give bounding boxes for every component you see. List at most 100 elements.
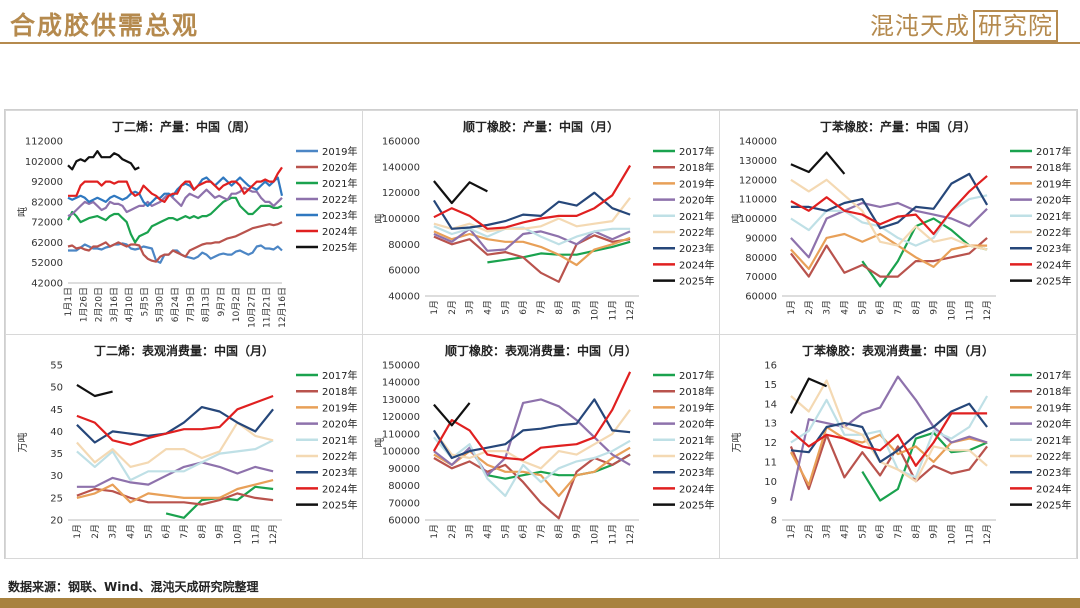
chart-panel-1: 顺丁橡胶：产量：中国（月） 40000 60000 80000 100000 120000… <box>362 110 720 335</box>
y-tick-label: 100000 <box>382 214 420 225</box>
legend-label: 2019年 <box>1036 177 1071 190</box>
y-tick-label: 15 <box>764 380 777 391</box>
legend-label: 2022年 <box>322 193 357 206</box>
legend-label: 2018年 <box>322 385 357 398</box>
y-tick-label: 35 <box>50 449 63 460</box>
x-tick-label: 1月 <box>429 524 440 539</box>
y-tick-label: 50 <box>50 383 63 394</box>
series-line <box>76 383 113 398</box>
brand-logo: 混沌天成 研究院 <box>870 6 1058 42</box>
legend-label: 2023年 <box>679 242 714 255</box>
series-line <box>433 436 631 497</box>
y-tick-label: 10 <box>764 477 777 488</box>
page-title: 合成胶供需总观 <box>10 11 200 40</box>
x-tick-label: 7月 <box>536 300 547 315</box>
y-tick-label: 25 <box>50 493 63 504</box>
legend-label: 2022年 <box>679 226 714 239</box>
x-tick-label: 3月16日 <box>109 287 120 322</box>
y-tick-label: 60000 <box>745 292 777 303</box>
x-tick-label: 9月 <box>572 524 583 539</box>
legend-label: 2020年 <box>679 194 714 207</box>
legend-label: 2017年 <box>1036 145 1071 158</box>
series-line <box>790 412 988 467</box>
y-tick-label: 120000 <box>739 175 777 186</box>
chart-panel-2: 丁苯橡胶：产量：中国（月） 60000 70000 80000 90000 100000 1… <box>719 110 1077 335</box>
y-tick-label: 8 <box>771 516 777 527</box>
legend-label: 2022年 <box>1036 226 1071 239</box>
x-tick-label: 12月16日 <box>277 287 288 328</box>
legend-label: 2023年 <box>322 209 357 222</box>
y-tick-label: 16 <box>764 361 777 372</box>
x-tick-label: 12月 <box>982 524 993 544</box>
y-tick-label: 13 <box>764 419 777 430</box>
series-line <box>433 453 631 520</box>
y-tick-label: 80000 <box>745 253 777 264</box>
legend-label: 2024年 <box>322 225 357 238</box>
x-tick-label: 10月 <box>946 300 957 320</box>
y-tick-label: 82000 <box>31 197 63 208</box>
x-tick-label: 8月 <box>554 524 565 539</box>
series-line <box>790 232 988 270</box>
chart-3: 丁二烯：表观消费量：中国（月） 20 25 30 35 40 45 50 55 万吨 1月 2月 3月 4… <box>16 343 357 544</box>
series-line <box>67 221 283 263</box>
y-axis-label: 吨 <box>730 214 743 224</box>
x-tick-label: 10月 <box>589 300 600 320</box>
series-line <box>789 433 988 491</box>
x-tick-label: 1月 <box>786 524 797 539</box>
legend-label: 2023年 <box>322 466 357 479</box>
y-tick-label: 30 <box>50 471 63 482</box>
chart-title: 丁二烯：产量：中国（周） <box>112 119 256 134</box>
series-line <box>790 172 989 230</box>
y-tick-label: 72000 <box>31 218 63 229</box>
series-line <box>790 151 846 175</box>
y-tick-label: 130000 <box>739 156 777 167</box>
chart-title: 丁二烯：表观消费量：中国（月） <box>94 343 274 358</box>
x-tick-label: 5月 <box>857 524 868 539</box>
chart-title: 顺丁橡胶：表观消费量：中国（月） <box>445 343 637 358</box>
legend-label: 2025年 <box>1036 275 1071 288</box>
x-tick-label: 10月 <box>589 524 600 544</box>
y-tick-label: 150000 <box>382 361 420 372</box>
chart-panel-4: 顺丁橡胶：表观消费量：中国（月） 60000 70000 80000 90000 1000… <box>362 334 720 559</box>
legend-label: 2019年 <box>322 401 357 414</box>
y-tick-label: 60000 <box>388 516 420 527</box>
x-tick-label: 12月 <box>268 524 279 544</box>
x-tick-label: 11月21日 <box>262 287 273 328</box>
series-line <box>76 487 274 506</box>
y-tick-label: 80000 <box>388 240 420 251</box>
y-tick-label: 102000 <box>25 157 63 168</box>
legend-label: 2019年 <box>679 401 714 414</box>
series-line <box>433 164 632 230</box>
legend-label: 2021年 <box>322 434 357 447</box>
y-tick-label: 40000 <box>388 292 420 303</box>
legend-label: 2021年 <box>679 210 714 223</box>
legend-label: 2017年 <box>679 369 714 382</box>
legend-label: 2019年 <box>1036 401 1071 414</box>
x-tick-label: 12月 <box>625 524 636 544</box>
legend-label: 2022年 <box>679 450 714 463</box>
x-tick-label: 5月 <box>500 300 511 315</box>
x-tick-label: 2月 <box>447 524 458 539</box>
x-tick-label: 1月 <box>429 300 440 315</box>
legend-label: 2018年 <box>679 161 714 174</box>
x-tick-label: 9月 <box>929 524 940 539</box>
legend-label: 2024年 <box>322 482 357 495</box>
x-tick-label: 8月13日 <box>201 287 212 322</box>
series-line <box>67 196 283 244</box>
legend-label: 2023年 <box>1036 466 1071 479</box>
legend-label: 2018年 <box>679 385 714 398</box>
x-tick-label: 3月 <box>108 524 119 539</box>
series-line <box>789 375 988 501</box>
series-line <box>433 409 631 470</box>
x-tick-label: 4月 <box>839 300 850 315</box>
footer-bar <box>0 598 1080 608</box>
y-tick-label: 100000 <box>382 447 420 458</box>
series-line <box>790 402 988 463</box>
series-line <box>432 398 631 460</box>
x-tick-label: 8月 <box>197 524 208 539</box>
legend-label: 2018年 <box>1036 385 1071 398</box>
legend-label: 2025年 <box>1036 499 1071 512</box>
data-source: 数据来源：钢联、Wind、混沌天成研究院整理 <box>8 580 259 594</box>
x-tick-label: 4月 <box>839 524 850 539</box>
legend-label: 2025年 <box>322 241 357 254</box>
